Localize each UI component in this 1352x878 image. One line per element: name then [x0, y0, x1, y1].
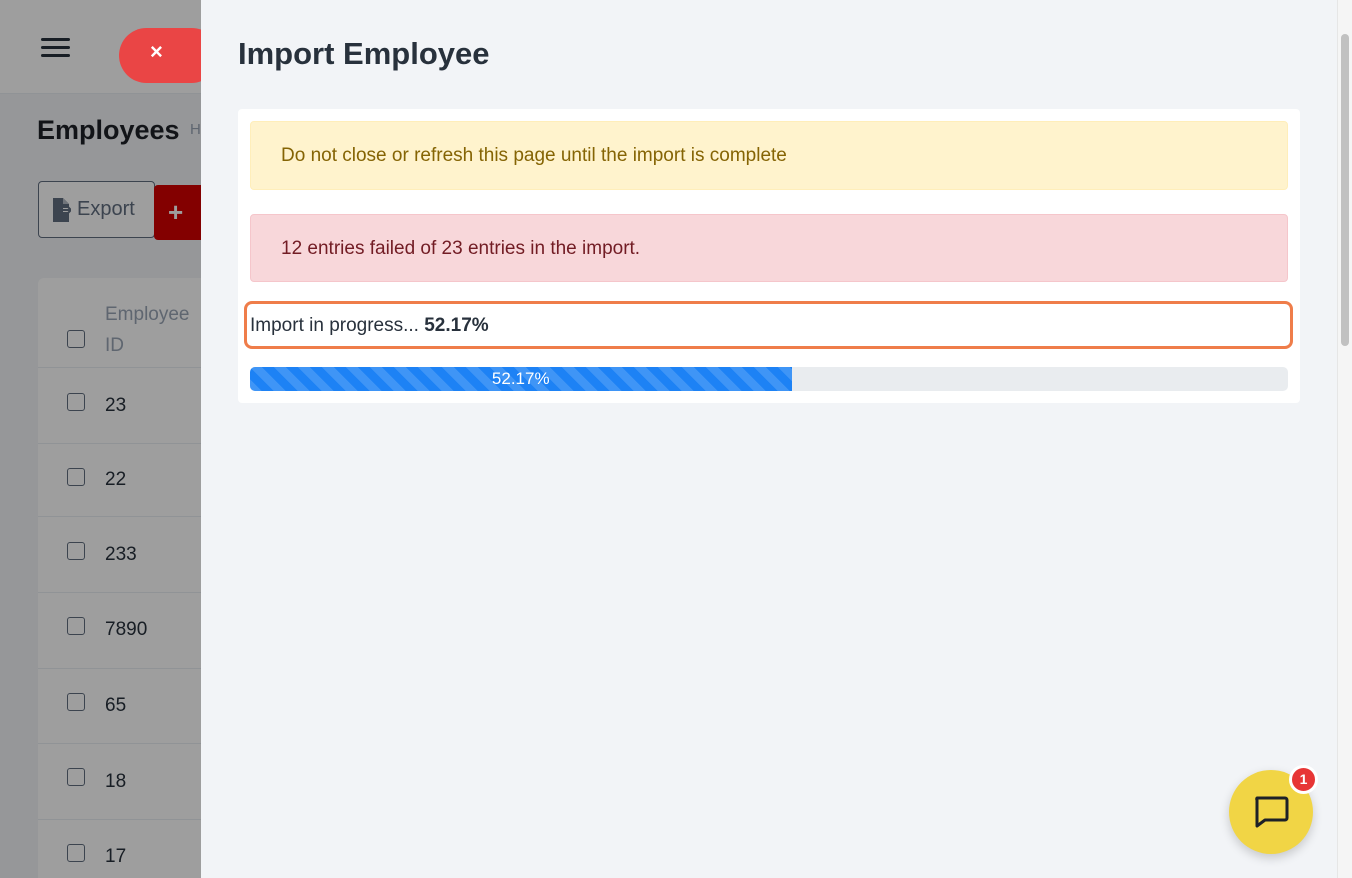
error-alert: 12 entries failed of 23 entries in the i… — [250, 214, 1288, 282]
drawer-title: Import Employee — [238, 36, 490, 71]
chat-notification-badge: 1 — [1289, 765, 1318, 794]
progress-bar: 52.17% — [250, 367, 792, 391]
employee-id-cell: 65 — [105, 695, 127, 716]
employee-id-cell: 22 — [105, 469, 127, 490]
row-checkbox[interactable] — [67, 768, 85, 786]
chat-bubble-icon — [1255, 796, 1289, 828]
export-button-label: Export — [77, 198, 135, 220]
employee-id-cell: 233 — [105, 544, 137, 565]
row-checkbox[interactable] — [67, 693, 85, 711]
import-drawer: Import Employee Do not close or refresh … — [201, 0, 1337, 878]
column-header-employee-id[interactable]: Employee ID — [105, 304, 190, 356]
progress-status-label: Import in progress... — [250, 315, 419, 336]
hamburger-menu-icon[interactable] — [41, 38, 70, 58]
vertical-scrollbar[interactable] — [1337, 0, 1352, 878]
employee-id-cell: 7890 — [105, 619, 148, 640]
row-checkbox[interactable] — [67, 542, 85, 560]
page-title: Employees — [37, 115, 180, 145]
row-checkbox[interactable] — [67, 617, 85, 635]
select-all-checkbox[interactable] — [67, 330, 85, 348]
progress-track: 52.17% — [250, 367, 1288, 391]
export-button[interactable]: Export — [38, 181, 155, 238]
employee-id-cell: 18 — [105, 771, 127, 792]
employee-id-cell: 17 — [105, 846, 127, 867]
file-export-icon — [53, 197, 71, 222]
import-card: Do not close or refresh this page until … — [238, 109, 1300, 403]
scrollbar-thumb[interactable] — [1341, 34, 1349, 346]
row-checkbox[interactable] — [67, 393, 85, 411]
row-checkbox[interactable] — [67, 844, 85, 862]
progress-status: Import in progress... 52.17% — [244, 301, 1293, 349]
warning-alert: Do not close or refresh this page until … — [250, 121, 1288, 190]
progress-status-value: 52.17% — [424, 315, 489, 336]
employee-id-cell: 23 — [105, 395, 127, 416]
row-checkbox[interactable] — [67, 468, 85, 486]
